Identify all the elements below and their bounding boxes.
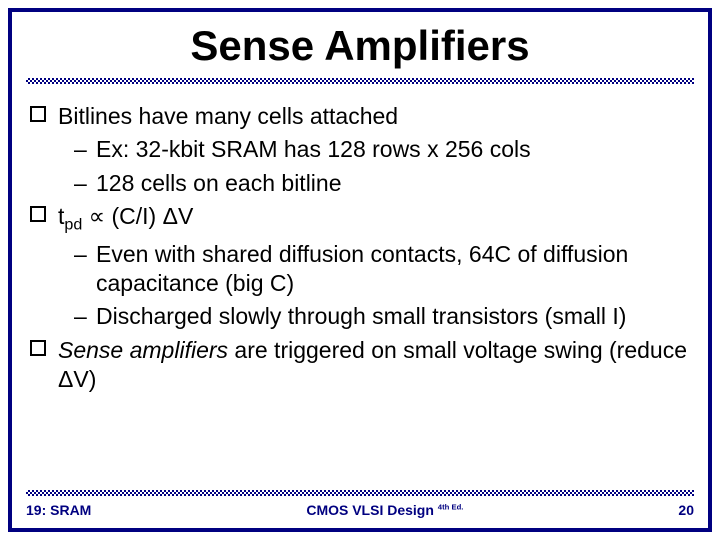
bullet-item: tpd ∝ (C/I) ΔV <box>30 202 690 235</box>
footer-center-main: CMOS VLSI Design <box>306 502 434 518</box>
sub-bullet-item: – Discharged slowly through small transi… <box>74 302 690 331</box>
text-fragment: ∝ (C/I) ΔV <box>82 203 193 229</box>
footer-left: 19: SRAM <box>26 502 91 518</box>
footer-page-number: 20 <box>678 502 694 518</box>
dash-bullet-icon: – <box>74 169 96 198</box>
slide-title: Sense Amplifiers <box>26 22 694 70</box>
footer-center: CMOS VLSI Design 4th Ed. <box>91 502 678 518</box>
bullet-text: Bitlines have many cells attached <box>58 102 690 131</box>
square-bullet-icon <box>30 336 58 356</box>
italic-fragment: Sense amplifiers <box>58 337 228 363</box>
dash-bullet-icon: – <box>74 135 96 164</box>
bullet-text: Sense amplifiers are triggered on small … <box>58 336 690 395</box>
sub-bullet-text: Even with shared diffusion contacts, 64C… <box>96 240 690 299</box>
footer-center-edition: 4th Ed. <box>438 502 464 511</box>
slide-content: Bitlines have many cells attached – Ex: … <box>26 84 694 395</box>
slide-frame: Sense Amplifiers Bitlines have many cell… <box>8 8 712 532</box>
square-bullet-icon <box>30 202 58 222</box>
dash-bullet-icon: – <box>74 240 96 269</box>
sub-bullet-text: 128 cells on each bitline <box>96 169 690 198</box>
sub-bullet-text: Discharged slowly through small transist… <box>96 302 690 331</box>
footer-divider <box>26 490 694 496</box>
slide: Sense Amplifiers Bitlines have many cell… <box>0 0 720 540</box>
sub-bullet-item: – Ex: 32-kbit SRAM has 128 rows x 256 co… <box>74 135 690 164</box>
sub-bullet-item: – 128 cells on each bitline <box>74 169 690 198</box>
square-bullet-icon <box>30 102 58 122</box>
slide-footer: 19: SRAM CMOS VLSI Design 4th Ed. 20 <box>26 490 694 518</box>
bullet-text: tpd ∝ (C/I) ΔV <box>58 202 690 235</box>
bullet-item: Sense amplifiers are triggered on small … <box>30 336 690 395</box>
bullet-item: Bitlines have many cells attached <box>30 102 690 131</box>
dash-bullet-icon: – <box>74 302 96 331</box>
footer-row: 19: SRAM CMOS VLSI Design 4th Ed. 20 <box>26 502 694 518</box>
sub-bullet-item: – Even with shared diffusion contacts, 6… <box>74 240 690 299</box>
sub-bullet-text: Ex: 32-kbit SRAM has 128 rows x 256 cols <box>96 135 690 164</box>
subscript: pd <box>64 216 82 234</box>
